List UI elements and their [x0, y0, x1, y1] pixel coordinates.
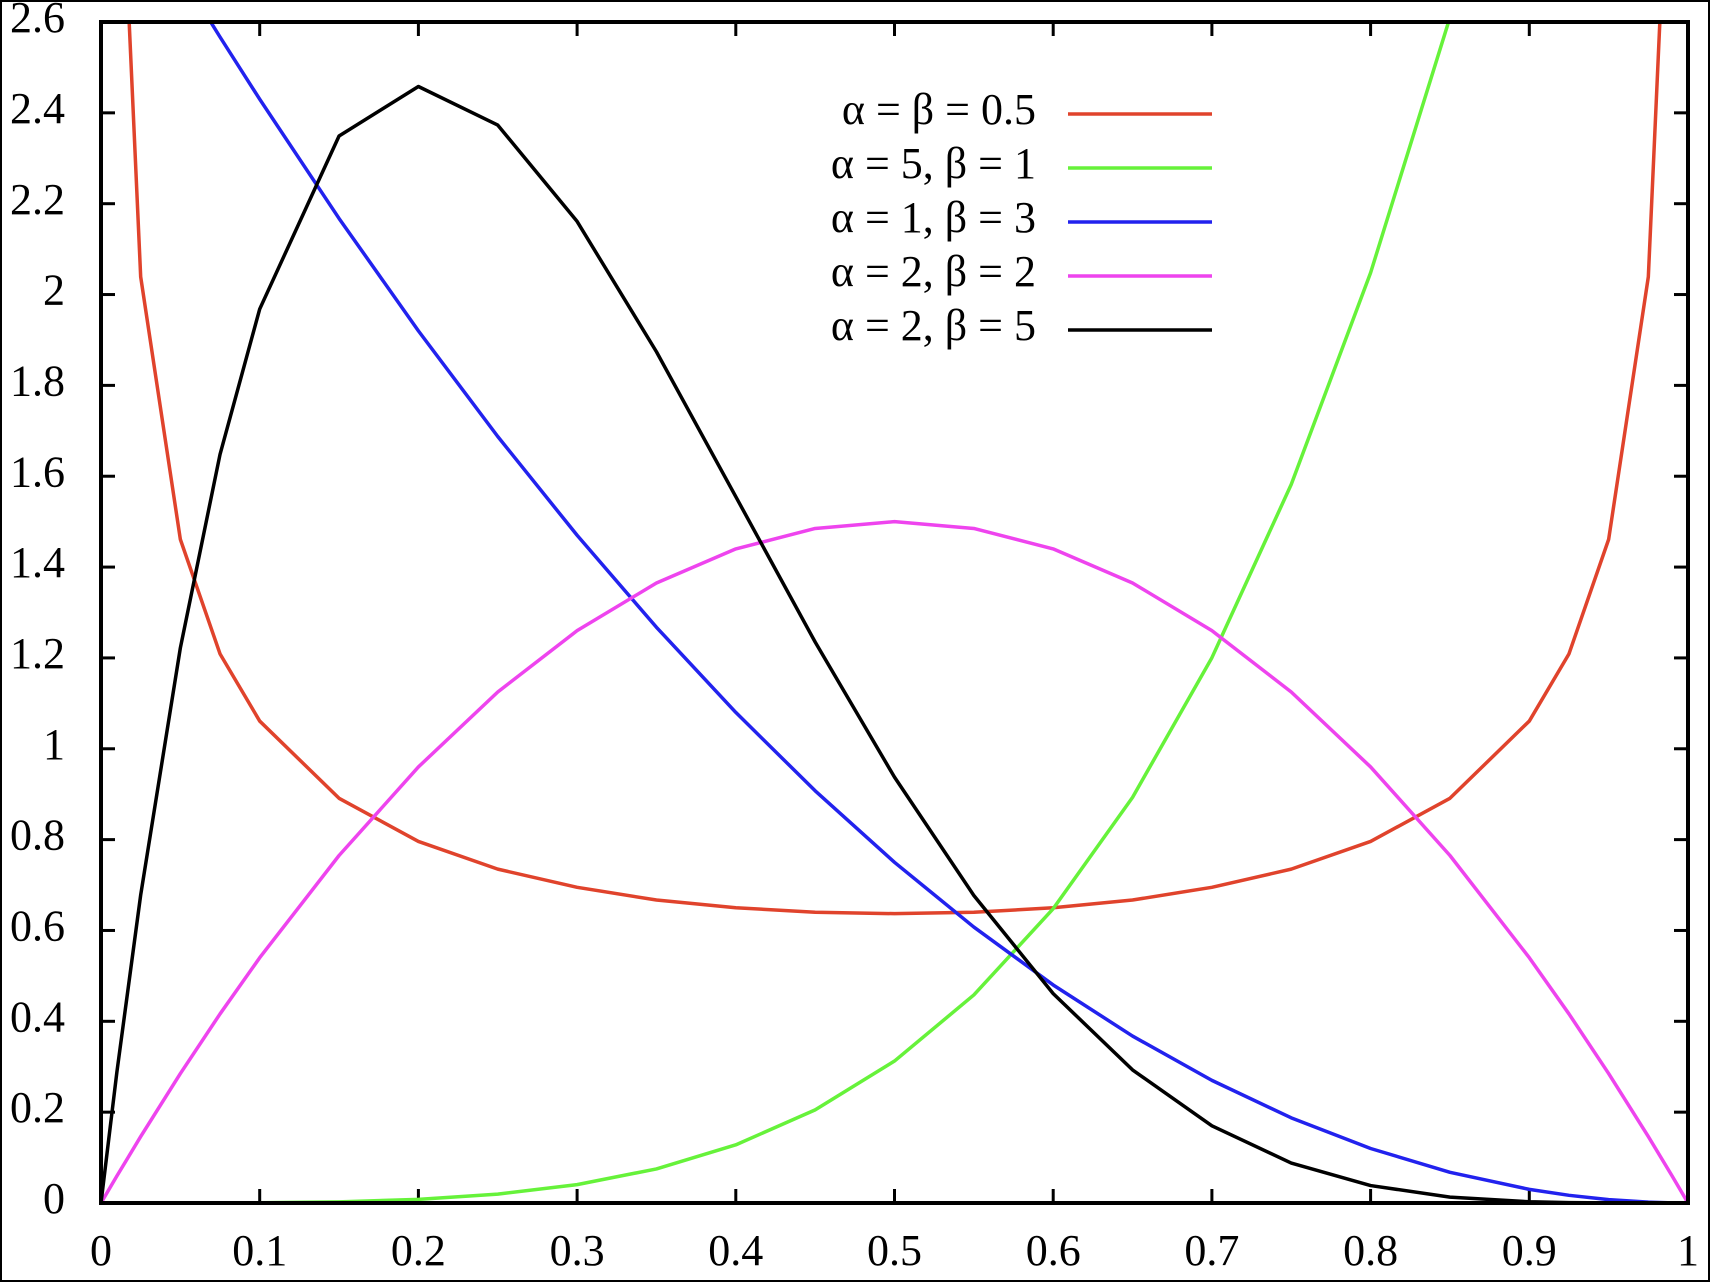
x-tick-label: 0.7 — [1184, 1226, 1239, 1275]
y-tick-label: 2.2 — [10, 175, 65, 224]
y-tick-label: 0.2 — [10, 1083, 65, 1132]
x-tick-label: 0.1 — [232, 1226, 287, 1275]
legend-label: α = 1, β = 3 — [831, 193, 1036, 242]
y-tick-label: 1.6 — [10, 447, 65, 496]
legend-label: α = 2, β = 5 — [831, 301, 1036, 350]
legend-label: α = β = 0.5 — [842, 85, 1036, 134]
x-tick-label: 0.9 — [1502, 1226, 1557, 1275]
y-tick-label: 1.8 — [10, 356, 65, 405]
y-tick-label: 1.4 — [10, 538, 65, 587]
x-tick-label: 1 — [1677, 1226, 1699, 1275]
series-line — [208, 22, 1688, 1203]
y-tick-label: 2.4 — [10, 84, 65, 133]
y-tick-label: 1.2 — [10, 629, 65, 678]
y-tick-label: 0.8 — [10, 811, 65, 860]
x-tick-label: 0.6 — [1026, 1226, 1081, 1275]
x-tick-label: 0.4 — [708, 1226, 763, 1275]
series-line — [101, 519, 1688, 1203]
y-tick-label: 0 — [43, 1174, 65, 1223]
y-tick-label: 1 — [43, 720, 65, 769]
x-tick-label: 0.5 — [867, 1226, 922, 1275]
y-tick-label: 0.6 — [10, 902, 65, 951]
legend-label: α = 2, β = 2 — [831, 247, 1036, 296]
series-line — [127, 22, 1662, 916]
legend-label: α = 5, β = 1 — [831, 139, 1036, 188]
plot-border — [99, 20, 1690, 1205]
x-tick-label: 0 — [90, 1226, 112, 1275]
y-tick-label: 0.4 — [10, 992, 65, 1041]
y-tick-label: 2.6 — [10, 0, 65, 42]
x-tick-label: 0.8 — [1343, 1226, 1398, 1275]
x-tick-label: 0.2 — [391, 1226, 446, 1275]
x-tick-label: 0.3 — [550, 1226, 605, 1275]
y-tick-label: 2 — [43, 266, 65, 315]
